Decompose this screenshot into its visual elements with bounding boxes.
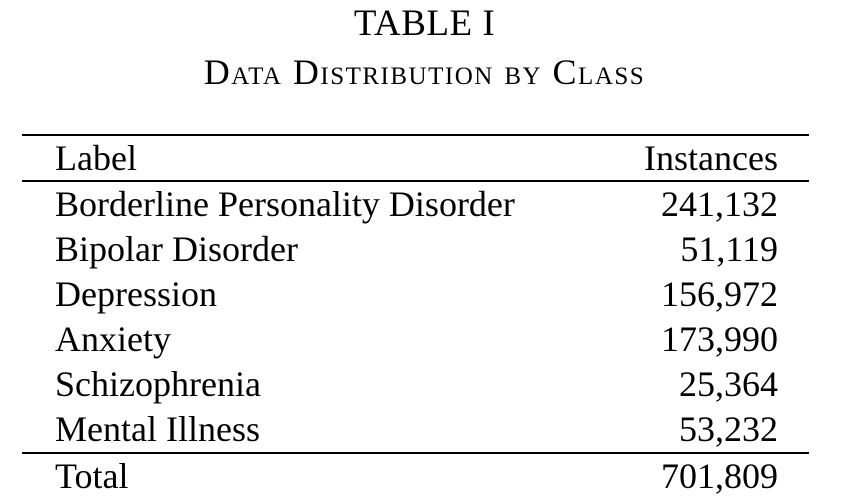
row-instances: 241,132 xyxy=(661,184,778,224)
data-distribution-table: Label Instances Borderline Personality D… xyxy=(22,134,809,499)
table-total-row: Total 701,809 xyxy=(22,454,809,499)
row-instances: 173,990 xyxy=(661,319,778,359)
table-row: Depression 156,972 xyxy=(22,272,809,317)
table-row: Borderline Personality Disorder 241,132 xyxy=(22,182,809,227)
top-rule xyxy=(22,134,809,136)
row-instances: 25,364 xyxy=(679,364,778,404)
table-row: Mental Illness 53,232 xyxy=(22,407,809,452)
row-label: Depression xyxy=(55,274,217,314)
row-label: Anxiety xyxy=(55,319,171,359)
table-row: Schizophrenia 25,364 xyxy=(22,362,809,407)
total-rule xyxy=(22,452,809,454)
table-number: TABLE I xyxy=(353,3,496,44)
row-label: Bipolar Disorder xyxy=(55,229,298,269)
table-caption: Data Distribution by Class xyxy=(203,52,646,92)
row-instances: 156,972 xyxy=(661,274,778,314)
table-row: Anxiety 173,990 xyxy=(22,317,809,362)
column-header-instances: Instances xyxy=(644,138,778,178)
table-header-row: Label Instances xyxy=(22,136,809,180)
column-header-label: Label xyxy=(55,138,137,178)
row-label: Borderline Personality Disorder xyxy=(55,184,515,224)
row-label: Schizophrenia xyxy=(55,364,261,404)
table-row: Bipolar Disorder 51,119 xyxy=(22,227,809,272)
row-instances: 51,119 xyxy=(680,229,778,269)
header-rule xyxy=(22,180,809,182)
total-label: Total xyxy=(55,456,129,496)
row-label: Mental Illness xyxy=(55,409,260,449)
total-instances: 701,809 xyxy=(661,456,778,496)
row-instances: 53,232 xyxy=(679,409,778,449)
